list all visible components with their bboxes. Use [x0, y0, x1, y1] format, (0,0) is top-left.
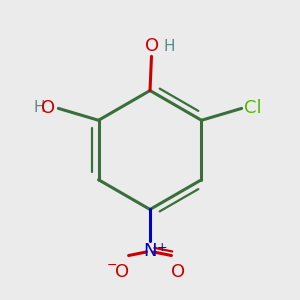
Text: Cl: Cl [244, 99, 262, 117]
Text: −: − [107, 260, 117, 272]
Text: H: H [164, 39, 176, 54]
Text: O: O [115, 263, 129, 281]
Text: N: N [143, 242, 157, 260]
Text: O: O [41, 99, 56, 117]
Text: O: O [171, 263, 185, 281]
Text: +: + [157, 241, 167, 254]
Text: H: H [34, 100, 45, 115]
Text: O: O [145, 37, 159, 55]
